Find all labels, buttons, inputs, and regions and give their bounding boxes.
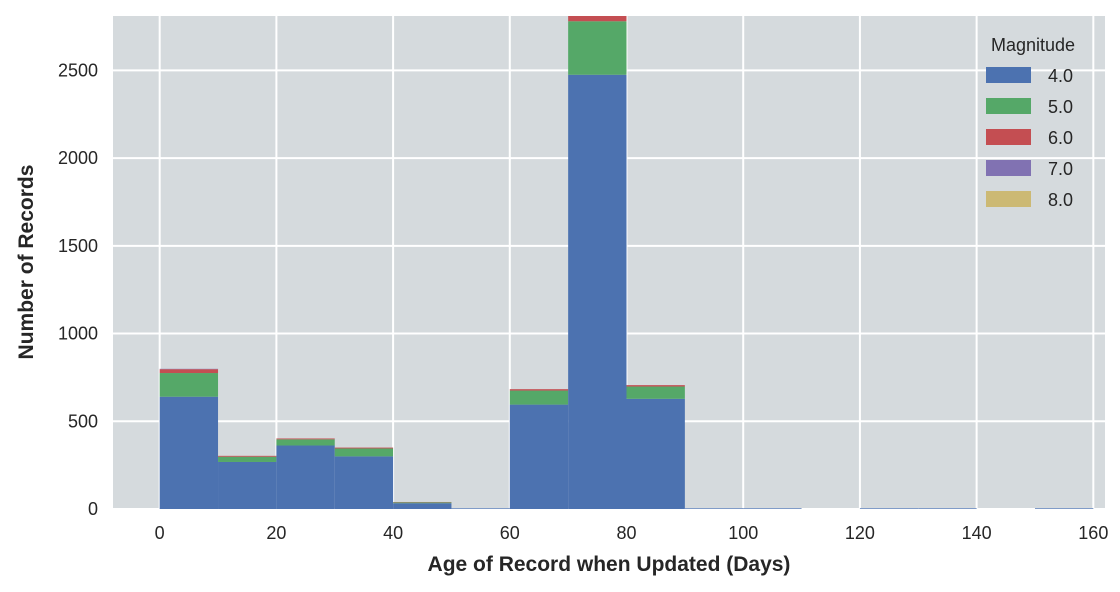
bar-segment [276, 438, 335, 440]
x-tick-label: 20 [266, 523, 286, 543]
y-tick-label: 500 [68, 411, 98, 431]
legend: Magnitude 4.0 5.0 6.0 7.0 8.0 [986, 35, 1075, 210]
x-tick-label: 100 [728, 523, 758, 543]
bar-segment [684, 508, 744, 509]
bar-segment [159, 369, 219, 374]
y-tick-label: 1500 [58, 236, 98, 256]
x-tick-label: 0 [155, 523, 165, 543]
bar-segment [918, 508, 977, 509]
bar-segment [159, 373, 219, 397]
x-tick-label: 160 [1078, 523, 1108, 543]
x-axis-title: Age of Record when Updated (Days) [428, 553, 791, 576]
bar-segment [451, 508, 510, 509]
bar-segment [393, 502, 452, 504]
bar-segment [509, 390, 569, 405]
bars [159, 16, 1094, 510]
y-tick-label: 0 [88, 499, 98, 519]
bar-segment [859, 508, 919, 509]
bar-segment [334, 448, 394, 457]
bar-segment [509, 404, 569, 509]
y-tick-label: 1000 [58, 324, 98, 344]
bar-segment [626, 386, 685, 399]
legend-swatch [986, 67, 1031, 83]
legend-swatch [986, 129, 1031, 145]
y-axis-title: Number of Records [15, 165, 38, 360]
y-tick-labels: 0 500 1000 1500 2000 2500 [58, 60, 98, 519]
y-tick-label: 2500 [58, 60, 98, 80]
bar-segment [159, 396, 219, 509]
bar-segment [743, 508, 802, 509]
bar-segment [509, 389, 569, 391]
x-tick-label: 120 [845, 523, 875, 543]
bar-segment [626, 398, 685, 509]
bar-segment [218, 461, 277, 509]
legend-label: 8.0 [1048, 190, 1073, 210]
y-tick-label: 2000 [58, 148, 98, 168]
bar-segment [626, 385, 685, 387]
bar-segment [276, 439, 335, 446]
x-tick-labels: 0 20 40 60 80 100 120 140 160 [155, 523, 1109, 543]
bar-segment [568, 21, 627, 75]
bar-segment [334, 447, 394, 449]
bar-segment [568, 16, 627, 22]
bar-segment [334, 456, 394, 509]
x-tick-label: 140 [962, 523, 992, 543]
bar-segment [393, 503, 452, 509]
legend-label: 6.0 [1048, 128, 1073, 148]
legend-label: 4.0 [1048, 66, 1073, 86]
legend-label: 5.0 [1048, 97, 1073, 117]
legend-swatch [986, 98, 1031, 114]
legend-swatch [986, 160, 1031, 176]
legend-swatch [986, 191, 1031, 207]
x-tick-label: 40 [383, 523, 403, 543]
legend-title: Magnitude [991, 35, 1075, 55]
legend-label: 7.0 [1048, 159, 1073, 179]
bar-segment [218, 455, 277, 457]
bar-segment [276, 445, 335, 509]
x-tick-label: 80 [616, 523, 636, 543]
bar-segment [1034, 508, 1094, 509]
bar-segment [568, 74, 627, 510]
bar-segment [218, 456, 277, 462]
x-tick-label: 60 [500, 523, 520, 543]
